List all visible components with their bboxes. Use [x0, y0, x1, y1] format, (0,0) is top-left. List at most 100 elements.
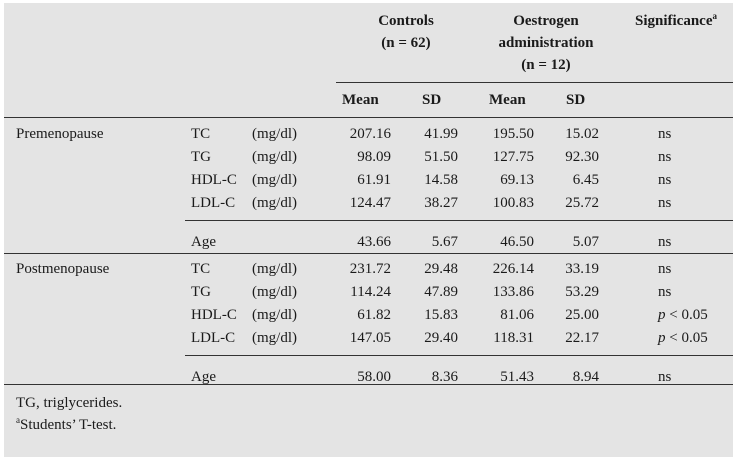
oestrogen-sd-value: 25.72: [565, 195, 599, 211]
oestrogen-mean-value: 100.83: [492, 195, 534, 211]
significance-text: ns: [658, 284, 672, 300]
header-oestrogen-subtitle: administration: [498, 35, 594, 51]
header-bottom-rule: [4, 117, 733, 118]
header-controls-n: (n = 62): [381, 35, 431, 51]
footnote-1: TG, triglycerides.: [16, 395, 123, 411]
header-significance-label: Significance: [635, 13, 713, 29]
significance-p-symbol: p: [658, 330, 666, 346]
controls-mean-value: 61.91: [357, 172, 391, 188]
group-divider: [4, 384, 733, 385]
oestrogen-mean-value: 118.31: [493, 330, 534, 346]
param-unit: (mg/dl): [252, 149, 297, 165]
controls-mean-value: 43.66: [357, 234, 391, 250]
significance-value: ns: [658, 193, 671, 213]
param-unit: (mg/dl): [252, 126, 297, 142]
controls-mean-value: 114.24: [350, 284, 391, 300]
param-unit: (mg/dl): [252, 261, 297, 277]
significance-p-symbol: p: [658, 307, 666, 323]
controls-mean-value: 231.72: [349, 261, 391, 277]
param-unit: (mg/dl): [252, 195, 297, 211]
significance-value: p < 0.05: [658, 328, 708, 348]
oestrogen-mean-value: 226.14: [492, 261, 534, 277]
controls-sd-value: 5.67: [431, 234, 458, 250]
age-divider: [185, 355, 733, 356]
significance-value: ns: [658, 234, 672, 250]
group-label: Postmenopause: [16, 261, 110, 277]
controls-sd-value: 14.58: [424, 172, 458, 188]
significance-value: ns: [658, 259, 671, 279]
significance-value: ns: [658, 124, 671, 144]
param-name: HDL-C: [191, 307, 237, 323]
oestrogen-sd-value: 25.00: [565, 307, 599, 323]
controls-sd-value: 47.89: [424, 284, 458, 300]
oestrogen-mean-value: 81.06: [500, 307, 534, 323]
param-name: TG: [191, 149, 211, 165]
controls-sd-value: 51.50: [424, 149, 458, 165]
age-label: Age: [191, 234, 216, 250]
significance-value: ns: [658, 282, 671, 302]
oestrogen-mean-value: 69.13: [500, 172, 534, 188]
significance-text: < 0.05: [665, 307, 708, 323]
header-controls-title: Controls: [378, 13, 434, 29]
param-name: TC: [191, 261, 211, 277]
age-divider: [185, 220, 733, 221]
controls-mean-value: 207.16: [349, 126, 391, 142]
header-significance: Significancea: [620, 10, 732, 32]
oestrogen-mean-value: 195.50: [492, 126, 534, 142]
controls-mean-value: 58.00: [357, 369, 391, 385]
oestrogen-sd-value: 6.45: [572, 172, 599, 188]
controls-sd-value: 38.27: [424, 195, 458, 211]
significance-value: ns: [658, 147, 671, 167]
controls-mean-value: 61.82: [357, 307, 391, 323]
header-divider: [336, 82, 733, 83]
footnote-2: aStudents’ T-test.: [16, 414, 116, 436]
oestrogen-sd-value: 92.30: [565, 149, 599, 165]
significance-text: ns: [658, 261, 672, 277]
significance-text: ns: [658, 126, 672, 142]
controls-sd-value: 41.99: [424, 126, 458, 142]
header-controls: Controls (n = 62): [340, 10, 472, 54]
age-label: Age: [191, 369, 216, 385]
significance-text: ns: [658, 172, 672, 188]
controls-sd-value: 8.36: [431, 369, 458, 385]
param-name: HDL-C: [191, 172, 237, 188]
controls-sd-value: 29.40: [424, 330, 458, 346]
header-controls-sd: SD: [422, 92, 442, 108]
significance-value: ns: [658, 170, 671, 190]
oestrogen-sd-value: 15.02: [565, 126, 599, 142]
oestrogen-sd-value: 53.29: [565, 284, 599, 300]
controls-sd-value: 29.48: [424, 261, 458, 277]
header-controls-mean: Mean: [342, 92, 379, 108]
param-unit: (mg/dl): [252, 172, 297, 188]
table-container: Controls (n = 62) Oestrogen administrati…: [4, 3, 733, 457]
group-label: Premenopause: [16, 126, 104, 142]
controls-mean-value: 124.47: [349, 195, 391, 211]
oestrogen-sd-value: 8.94: [572, 369, 599, 385]
controls-mean-value: 147.05: [349, 330, 391, 346]
oestrogen-sd-value: 22.17: [565, 330, 599, 346]
oestrogen-mean-value: 51.43: [500, 369, 534, 385]
oestrogen-sd-value: 5.07: [572, 234, 599, 250]
header-oestrogen-title: Oestrogen: [513, 13, 579, 29]
footnote-2-sup: a: [16, 415, 20, 425]
significance-text: ns: [658, 195, 672, 211]
controls-sd-value: 15.83: [424, 307, 458, 323]
param-unit: (mg/dl): [252, 330, 297, 346]
significance-value: p < 0.05: [658, 305, 708, 325]
oestrogen-mean-value: 46.50: [500, 234, 534, 250]
controls-mean-value: 98.09: [357, 149, 391, 165]
header-oestrogen-n: (n = 12): [521, 57, 571, 73]
param-unit: (mg/dl): [252, 307, 297, 323]
param-name: LDL-C: [191, 330, 236, 346]
header-oestrogen-mean: Mean: [489, 92, 526, 108]
footnote-2-text: Students’ T-test.: [20, 417, 117, 433]
param-name: TC: [191, 126, 211, 142]
oestrogen-sd-value: 33.19: [565, 261, 599, 277]
oestrogen-mean-value: 133.86: [492, 284, 534, 300]
header-significance-sup: a: [712, 11, 718, 21]
header-oestrogen-sd: SD: [566, 92, 586, 108]
param-unit: (mg/dl): [252, 284, 297, 300]
significance-text: < 0.05: [665, 330, 708, 346]
param-name: TG: [191, 284, 211, 300]
significance-text: ns: [658, 149, 672, 165]
